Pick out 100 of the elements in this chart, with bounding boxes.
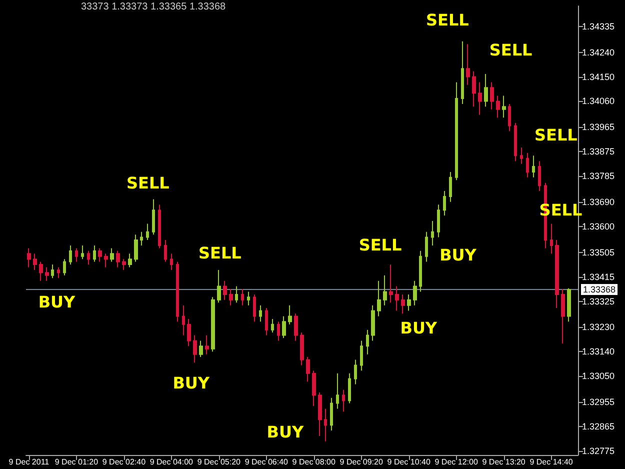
x-tick-label: 9 Dec 05:20 (197, 458, 242, 466)
candlestick (116, 250, 120, 268)
x-tick-label: 9 Dec 04:00 (150, 458, 194, 466)
candlestick (193, 334, 197, 363)
candlestick (455, 82, 458, 181)
candlestick (45, 266, 49, 282)
candlestick (413, 280, 417, 306)
y-tick-label: 1.32865 (582, 421, 615, 432)
y-tick-label: 1.34060 (582, 96, 615, 106)
candlestick (449, 171, 452, 202)
candlestick (502, 95, 506, 118)
candlestick (508, 103, 511, 132)
annotation: SELL (126, 174, 170, 192)
candlestick (520, 147, 523, 164)
candlestick (472, 70, 476, 108)
candlestick (211, 296, 215, 352)
y-tick-label: 1.33875 (582, 146, 615, 157)
candlestick (170, 253, 173, 270)
candlestick (205, 334, 209, 355)
candlestick (526, 152, 529, 178)
y-tick-label: 1.32955 (582, 396, 615, 407)
candlestick (265, 308, 268, 336)
y-tick-label: 1.34240 (582, 47, 615, 58)
candlestick (443, 190, 446, 216)
annotation: SELL (426, 10, 469, 30)
candlestick (223, 280, 227, 300)
candlestick (199, 340, 203, 358)
candlestick (354, 359, 357, 385)
x-tick-label: 9 Dec 2011 (8, 458, 50, 466)
candlestick (300, 332, 304, 366)
candlestick (389, 264, 393, 304)
candlestick (490, 82, 494, 110)
y-tick-label: 1.33690 (582, 196, 615, 207)
candlestick (288, 304, 292, 325)
candlestick (277, 321, 280, 342)
y-tick-label: 1.34335 (582, 21, 615, 32)
candlestick (27, 248, 31, 268)
candlestick (247, 291, 250, 306)
x-tick-label: 9 Dec 13:20 (482, 458, 526, 466)
candlestick (51, 264, 54, 279)
candlestick (75, 248, 78, 262)
candlestick (348, 372, 351, 404)
candlestick (259, 304, 262, 322)
candlestick (146, 223, 149, 241)
candlestick (461, 40, 464, 104)
candlestick (294, 312, 298, 342)
candlestick (63, 258, 66, 276)
candlestick (81, 244, 84, 260)
candlestick (383, 274, 387, 306)
y-tick-label: 1.33600 (582, 221, 615, 232)
y-tick-label: 1.33325 (582, 296, 615, 306)
candlestick (282, 316, 286, 338)
y-tick-label: 1.34150 (582, 72, 615, 82)
annotation: SELL (534, 126, 578, 144)
y-tick-label: 1.33505 (582, 247, 615, 258)
y-tick-label: 1.33785 (582, 171, 615, 182)
y-tick-label: 1.33965 (582, 122, 615, 132)
candlestick (567, 288, 571, 322)
candlestick (152, 198, 155, 236)
x-tick-label: 9 Dec 02:40 (102, 458, 146, 466)
candlestick (253, 294, 256, 322)
candlestick (229, 288, 233, 306)
candlestick (538, 160, 541, 192)
candlestick (217, 269, 221, 304)
candlestick (377, 280, 381, 317)
candlestick (110, 248, 114, 262)
annotation: 33373 1.33373 1.33365 1.33368 (81, 2, 226, 12)
annotation: SELL (489, 40, 532, 60)
candlestick (69, 244, 72, 266)
candlestick (407, 294, 411, 312)
candlestick (360, 340, 363, 372)
candlestick (128, 253, 132, 268)
annotation: SELL (358, 236, 402, 254)
candlestick (140, 231, 143, 246)
candlestick (122, 258, 126, 270)
x-tick-label: 9 Dec 09:20 (340, 458, 384, 466)
candlestick (187, 318, 191, 347)
candlestick (484, 74, 488, 108)
candlestick (425, 231, 428, 262)
x-tick-label: 9 Dec 14:40 (530, 458, 574, 466)
candlestick (561, 288, 565, 344)
candlestick (478, 82, 482, 116)
candlestick (306, 356, 310, 382)
candlestick (336, 372, 339, 410)
x-tick-label: 9 Dec 12:00 (434, 458, 478, 466)
candlestick (87, 250, 90, 266)
candlestick (395, 286, 399, 312)
annotation: BUY (38, 292, 76, 312)
x-tick-label: 9 Dec 08:00 (292, 458, 336, 466)
candlestick (514, 122, 517, 162)
y-tick-label: 1.33050 (582, 371, 615, 382)
candlestick (550, 223, 553, 254)
annotation: BUY (440, 246, 477, 264)
annotation: BUY (266, 422, 304, 442)
candlestick (401, 294, 405, 314)
candlestick (235, 286, 238, 304)
candlestick (437, 204, 440, 238)
candlestick (39, 261, 43, 282)
candlestick (134, 234, 138, 262)
y-tick-label: 1.33230 (582, 322, 615, 332)
